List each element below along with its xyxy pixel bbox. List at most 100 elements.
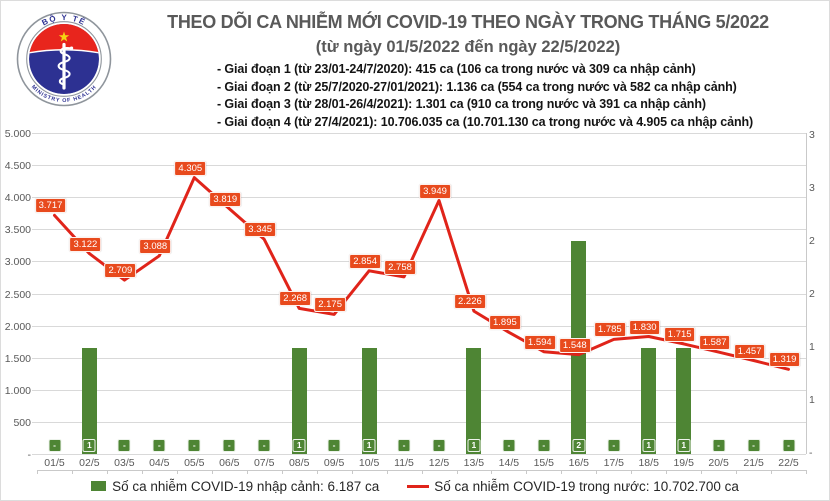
line-data-label: 3.949	[419, 183, 451, 199]
x-axis-tick	[771, 470, 772, 474]
line-data-label: 1.594	[523, 334, 556, 350]
line-data-label: 2.854	[349, 253, 381, 269]
phase-3-summary: - Giai đoạn 3 (từ 28/01-26/4/2021): 1.30…	[217, 97, 706, 112]
bar-data-label: -	[782, 439, 795, 452]
x-axis-date-label: 02/5	[79, 457, 100, 469]
x-axis-tick	[141, 470, 143, 474]
x-axis-tick	[421, 470, 423, 474]
grid-line	[32, 165, 806, 167]
bar-data-label: 1	[467, 439, 481, 452]
x-axis-date-label: 16/5	[568, 457, 590, 469]
grid-line	[32, 293, 806, 295]
x-axis-date-label: 06/5	[219, 457, 240, 469]
bar-data-label: 2	[572, 439, 586, 452]
bar-data-label: -	[257, 439, 271, 452]
y-axis-tick-label: 4.500	[4, 160, 31, 173]
line-data-label: 3.122	[69, 236, 102, 252]
rod-of-asclepius-icon	[57, 42, 74, 90]
ministry-of-health-logo: BỘ Y TẾ MINISTRY OF HEALTH	[16, 11, 112, 107]
x-axis-date-label: 05/5	[184, 457, 205, 469]
bar-data-label: -	[187, 439, 201, 452]
x-axis-tick	[456, 470, 458, 474]
bar-data-label: -	[152, 439, 166, 452]
y-axis-tick-label: 2.000	[4, 320, 31, 333]
bar-data-label: -	[607, 439, 621, 452]
y-axis-tick-label: -	[27, 449, 32, 461]
x-axis-date-label: 17/5	[603, 457, 625, 469]
legend-item-imported-cases: Số ca nhiễm COVID-19 nhập cảnh: 6.187 ca	[91, 479, 379, 494]
page-title: THEO DÕI CA NHIỄM MỚI COVID-19 THEO NGÀY…	[167, 12, 769, 32]
header-titles: THEO DÕI CA NHIỄM MỚI COVID-19 THEO NGÀY…	[109, 11, 827, 58]
imported-cases-bar	[676, 347, 692, 454]
line-data-label: 2.268	[279, 291, 312, 307]
line-data-label: 1.548	[558, 337, 591, 353]
legend-label-domestic: Số ca nhiễm COVID-19 trong nước: 10.702.…	[434, 478, 739, 494]
phase-4-summary: - Giai đoạn 4 (từ 27/4/2021): 10.706.035…	[217, 114, 754, 129]
x-axis-tick	[666, 470, 668, 474]
y-axis-tick-label: 2.500	[4, 288, 31, 301]
legend-label-imported: Số ca nhiễm COVID-19 nhập cảnh: 6.187 ca	[112, 478, 380, 494]
grid-line	[32, 325, 806, 327]
bar-data-label: 1	[292, 439, 306, 452]
bar-data-label: -	[327, 439, 341, 452]
grid-line	[32, 197, 806, 199]
grid-line	[32, 261, 806, 263]
x-axis-date-label: 14/5	[498, 457, 520, 469]
right-axis-tick-label: 1	[809, 341, 815, 353]
grid-line	[32, 389, 806, 391]
line-data-label: 4.305	[174, 160, 207, 176]
bar-data-label: 1	[82, 439, 96, 452]
x-axis-tick	[736, 470, 738, 474]
line-data-label: 3.088	[139, 238, 172, 254]
y-axis-tick-label: 5.000	[4, 128, 31, 140]
right-axis-tick-label: 2	[809, 235, 815, 247]
y-axis-tick-label: 3.000	[4, 256, 31, 269]
grid-line	[32, 454, 806, 455]
x-axis-tick	[526, 470, 528, 474]
imported-cases-bar	[466, 347, 482, 454]
y-axis-tick-label: 1.500	[4, 352, 31, 365]
grid-line	[32, 229, 806, 231]
x-axis-tick	[631, 470, 633, 474]
right-axis-tick-label: 3	[809, 182, 815, 194]
legend-line-swatch-icon	[407, 484, 430, 488]
logo-star-icon	[58, 31, 70, 42]
x-axis-date-label: 15/5	[533, 457, 555, 469]
x-axis-tick	[246, 470, 248, 474]
line-data-label: 1.715	[663, 326, 696, 342]
line-data-label: 1.830	[628, 319, 661, 335]
line-data-label: 1.587	[698, 335, 731, 351]
x-axis-tick	[106, 470, 108, 474]
x-axis-date-label: 13/5	[463, 457, 485, 469]
x-axis-date-label: 20/5	[708, 457, 729, 469]
grid-line	[32, 421, 806, 423]
x-axis-tick	[281, 470, 283, 474]
x-axis-date-label: 01/5	[44, 457, 65, 469]
phase-summary: - Giai đoạn 1 (từ 23/01-24/7/2020): 415 …	[217, 61, 753, 131]
imported-cases-bar	[361, 347, 377, 454]
line-data-label: 2.709	[104, 263, 137, 279]
right-axis-tick-label: 2	[809, 288, 815, 300]
line-data-label: 1.785	[593, 322, 626, 338]
bar-data-label: -	[117, 439, 131, 452]
x-axis-tick	[37, 470, 38, 474]
bar-data-label: -	[502, 439, 516, 452]
right-axis-line	[806, 133, 807, 454]
x-axis-date-label: 08/5	[288, 457, 310, 469]
bar-data-label: -	[712, 439, 726, 452]
bar-data-label: 1	[677, 439, 691, 452]
x-axis-tick	[806, 470, 807, 474]
bar-data-label: -	[537, 439, 551, 452]
x-axis-date-label: 04/5	[149, 457, 170, 469]
page-subtitle: (từ ngày 01/5/2022 đến ngày 22/5/2022)	[315, 38, 621, 56]
x-axis-date-label: 09/5	[323, 457, 345, 469]
bar-data-label: -	[432, 439, 446, 452]
line-data-label: 3.345	[244, 222, 277, 238]
x-axis-tick	[491, 470, 493, 474]
line-data-label: 1.319	[768, 352, 801, 368]
bar-data-label: -	[747, 439, 761, 452]
grid-line	[32, 357, 806, 359]
